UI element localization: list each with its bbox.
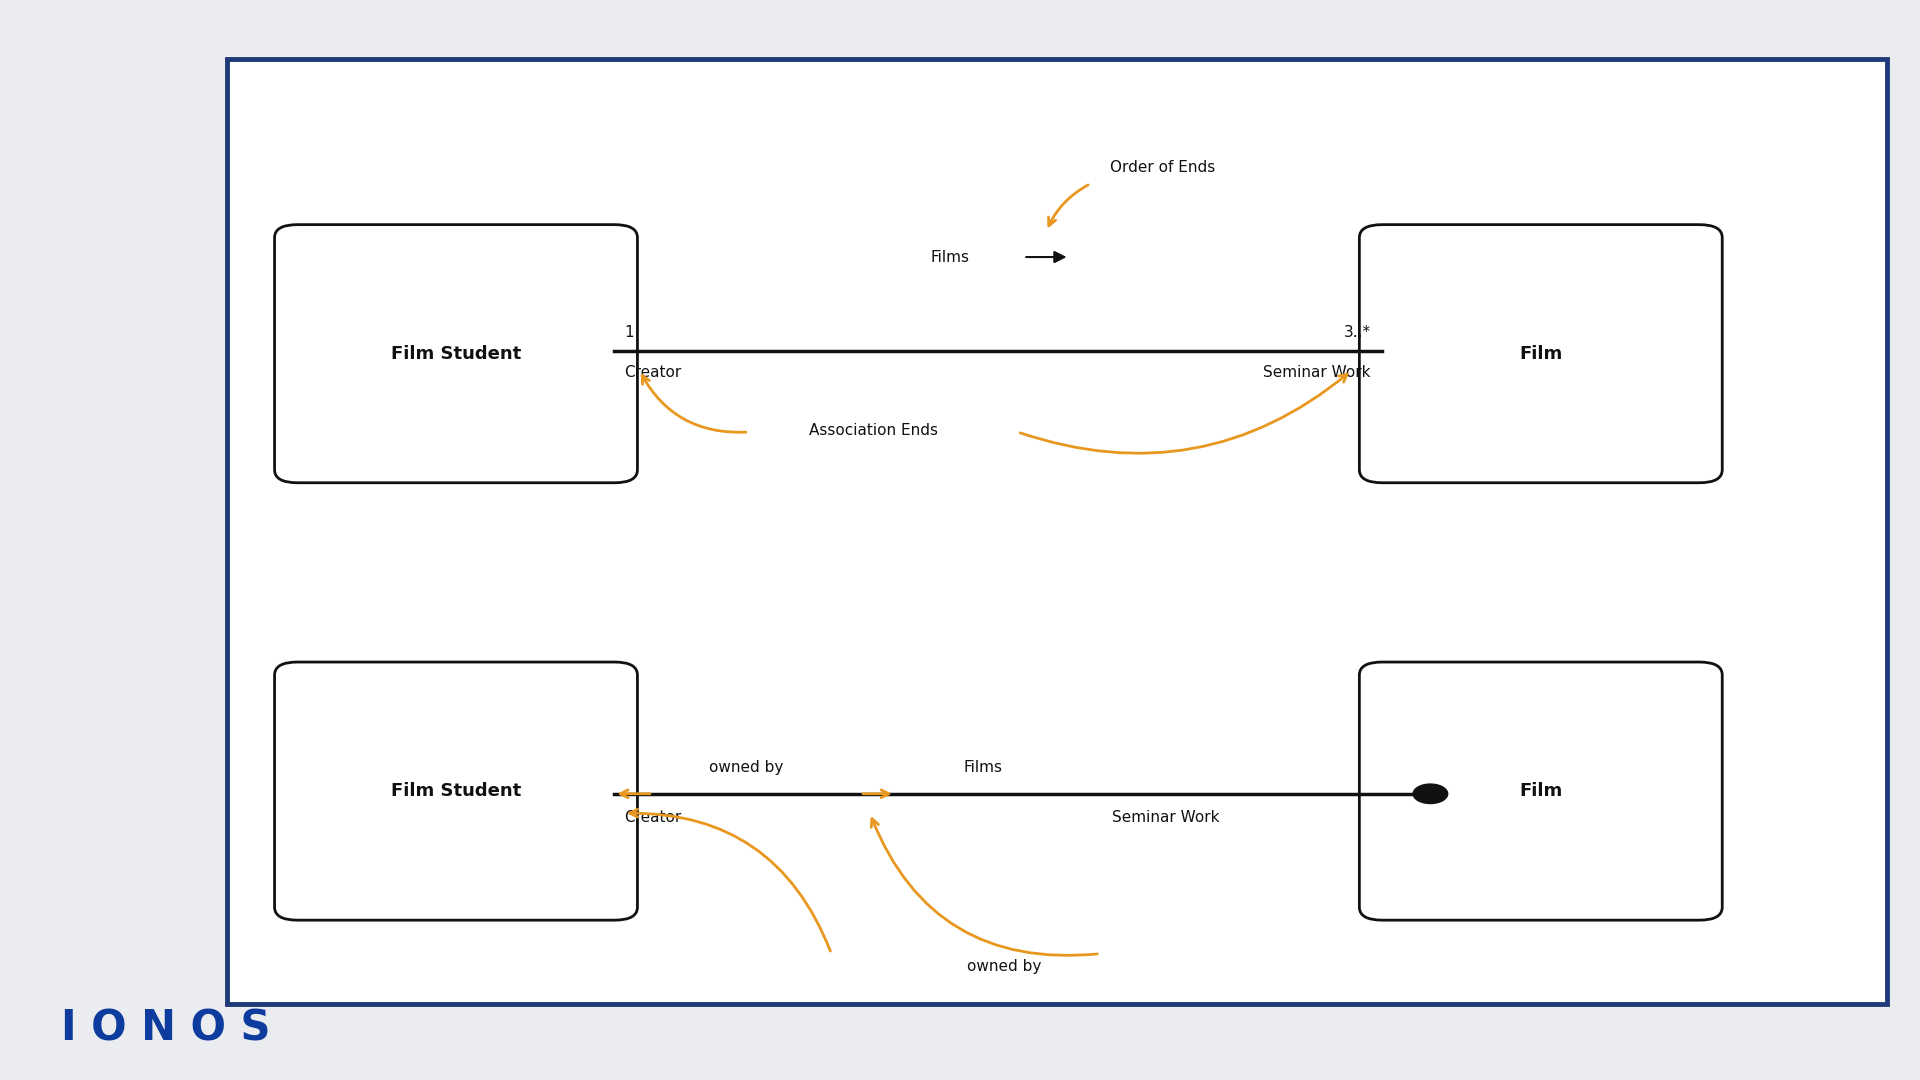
Text: Film: Film: [1519, 345, 1563, 363]
Text: owned by: owned by: [968, 959, 1041, 974]
Circle shape: [1413, 784, 1448, 804]
FancyBboxPatch shape: [275, 225, 637, 483]
Text: Association Ends: Association Ends: [808, 423, 939, 438]
FancyBboxPatch shape: [275, 662, 637, 920]
Text: Creator: Creator: [624, 365, 682, 380]
Text: Film Student: Film Student: [392, 345, 520, 363]
FancyBboxPatch shape: [227, 59, 1887, 1004]
Text: I O N O S: I O N O S: [61, 1008, 271, 1050]
Text: Order of Ends: Order of Ends: [1110, 160, 1215, 175]
Text: 1: 1: [624, 325, 634, 340]
Text: Films: Films: [931, 249, 970, 265]
Text: Films: Films: [964, 760, 1002, 775]
Text: Seminar Work: Seminar Work: [1263, 365, 1371, 380]
FancyBboxPatch shape: [1359, 662, 1722, 920]
Text: Film: Film: [1519, 782, 1563, 800]
Text: Seminar Work: Seminar Work: [1112, 810, 1219, 825]
FancyBboxPatch shape: [1359, 225, 1722, 483]
Text: Film Student: Film Student: [392, 782, 520, 800]
Text: owned by: owned by: [708, 760, 783, 775]
Text: 3..*: 3..*: [1344, 325, 1371, 340]
Text: Creator: Creator: [624, 810, 682, 825]
